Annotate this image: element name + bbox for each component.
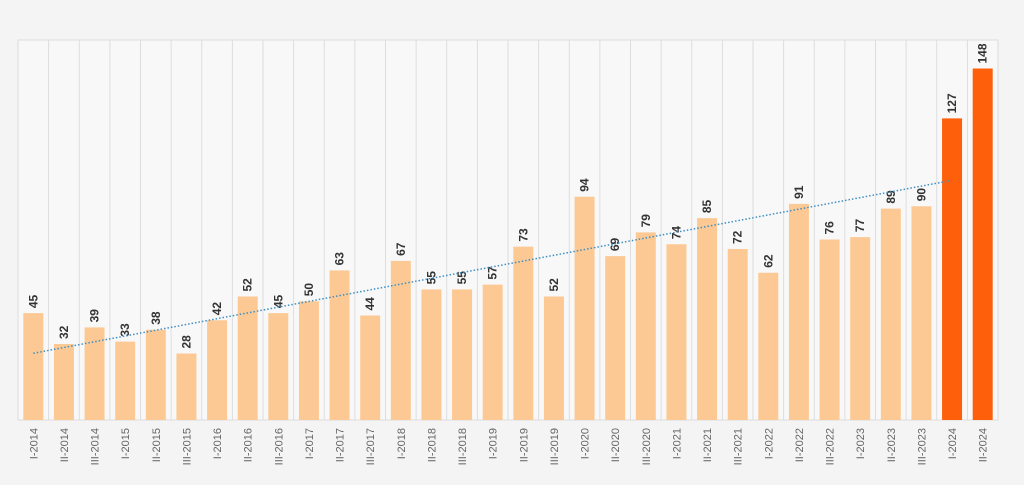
bar-II-2019 [513,246,534,420]
data-label-II-2017: 63 [333,252,347,266]
x-tick-label: II-2024 [978,428,990,462]
data-label-I-2019: 57 [486,266,500,280]
x-tick-label: II-2019 [518,428,530,462]
data-label-I-2016: 42 [210,302,224,316]
bar-I-2023 [850,237,871,420]
x-tick-label: III-2019 [549,428,561,465]
bar-III-2022 [819,239,840,420]
data-label-I-2017: 50 [302,283,316,297]
x-tick-label: II-2014 [59,428,71,462]
bar-I-2014 [23,313,44,420]
data-label-III-2016: 45 [271,294,285,308]
x-tick-label: I-2018 [396,428,408,459]
bar-I-2021 [666,244,687,420]
x-tick-label: II-2023 [886,428,898,462]
data-label-III-2018: 55 [455,271,469,285]
bar-I-2016 [207,320,228,420]
bar-II-2023 [880,208,901,420]
bar-III-2018 [452,289,473,420]
x-tick-label: III-2021 [733,428,745,465]
data-label-II-2016: 52 [241,278,255,292]
bar-I-2022 [758,272,779,420]
data-label-I-2020: 94 [578,178,592,192]
x-tick-label: I-2020 [580,428,592,459]
bar-III-2019 [543,296,564,420]
data-label-I-2018: 67 [394,242,408,256]
data-label-I-2024: 127 [945,93,959,113]
x-tick-label: I-2014 [28,428,40,459]
data-label-III-2014: 39 [88,309,102,323]
x-tick-label: III-2016 [273,428,285,465]
x-tick-label: II-2015 [151,428,163,462]
bar-II-2021 [697,218,718,420]
bar-I-2015 [115,341,136,420]
bar-II-2022 [788,203,809,420]
bar-II-2017 [329,270,350,420]
x-tick-label: III-2014 [90,428,102,465]
bar-II-2014 [53,344,74,420]
bar-I-2019 [482,284,503,420]
bar-III-2021 [727,249,748,420]
x-tick-label: I-2016 [212,428,224,459]
bar-III-2020 [635,232,656,420]
bar-I-2024 [942,118,963,420]
bar-III-2014 [84,327,105,420]
x-tick-label: I-2023 [855,428,867,459]
x-tick-label: I-2019 [488,428,500,459]
x-tick-label: III-2023 [916,428,928,465]
x-tick-label: III-2022 [825,428,837,465]
data-label-III-2021: 72 [731,230,745,244]
x-tick-label: I-2024 [947,428,959,459]
data-label-II-2018: 55 [424,271,438,285]
x-tick-label: II-2018 [426,428,438,462]
x-tick-label: III-2015 [181,428,193,465]
data-label-II-2023: 89 [884,190,898,204]
data-label-I-2022: 62 [761,254,775,268]
x-tick-label: II-2021 [702,428,714,462]
bar-III-2017 [360,315,381,420]
data-label-III-2019: 52 [547,278,561,292]
bar-III-2015 [176,353,197,420]
x-tick-label: III-2020 [641,428,653,465]
x-tick-label: I-2015 [120,428,132,459]
data-label-I-2023: 77 [853,218,867,232]
x-tick-label: II-2017 [335,428,347,462]
bar-II-2018 [421,289,442,420]
x-tick-label: III-2018 [457,428,469,465]
x-tick-label: III-2017 [365,428,377,465]
data-label-III-2015: 28 [179,335,193,349]
data-label-III-2022: 76 [823,221,837,235]
data-label-II-2022: 91 [792,185,806,199]
data-label-I-2021: 74 [669,226,683,240]
data-label-II-2019: 73 [516,228,530,242]
data-label-III-2017: 44 [363,297,377,311]
bar-I-2017 [298,301,319,420]
x-tick-label: II-2020 [610,428,622,462]
bar-II-2015 [145,329,166,420]
bar-II-2024 [972,68,993,420]
x-tick-label: I-2017 [304,428,316,459]
data-label-III-2023: 90 [914,188,928,202]
x-tick-label: II-2022 [794,428,806,462]
data-label-III-2020: 79 [639,214,653,228]
bar-III-2023 [911,206,932,420]
data-label-II-2014: 32 [57,325,71,339]
bar-II-2016 [237,296,258,420]
data-label-II-2021: 85 [700,199,714,213]
data-label-I-2014: 45 [26,294,40,308]
data-label-I-2015: 33 [118,323,132,337]
x-tick-label: II-2016 [243,428,255,462]
bar-I-2020 [574,196,595,420]
x-tick-label: I-2022 [763,428,775,459]
data-label-II-2024: 148 [976,43,990,63]
x-tick-label: I-2021 [671,428,683,459]
data-label-II-2015: 38 [149,311,163,325]
bar-II-2020 [605,256,626,420]
bar-III-2016 [268,313,289,420]
bar-I-2018 [390,260,411,420]
